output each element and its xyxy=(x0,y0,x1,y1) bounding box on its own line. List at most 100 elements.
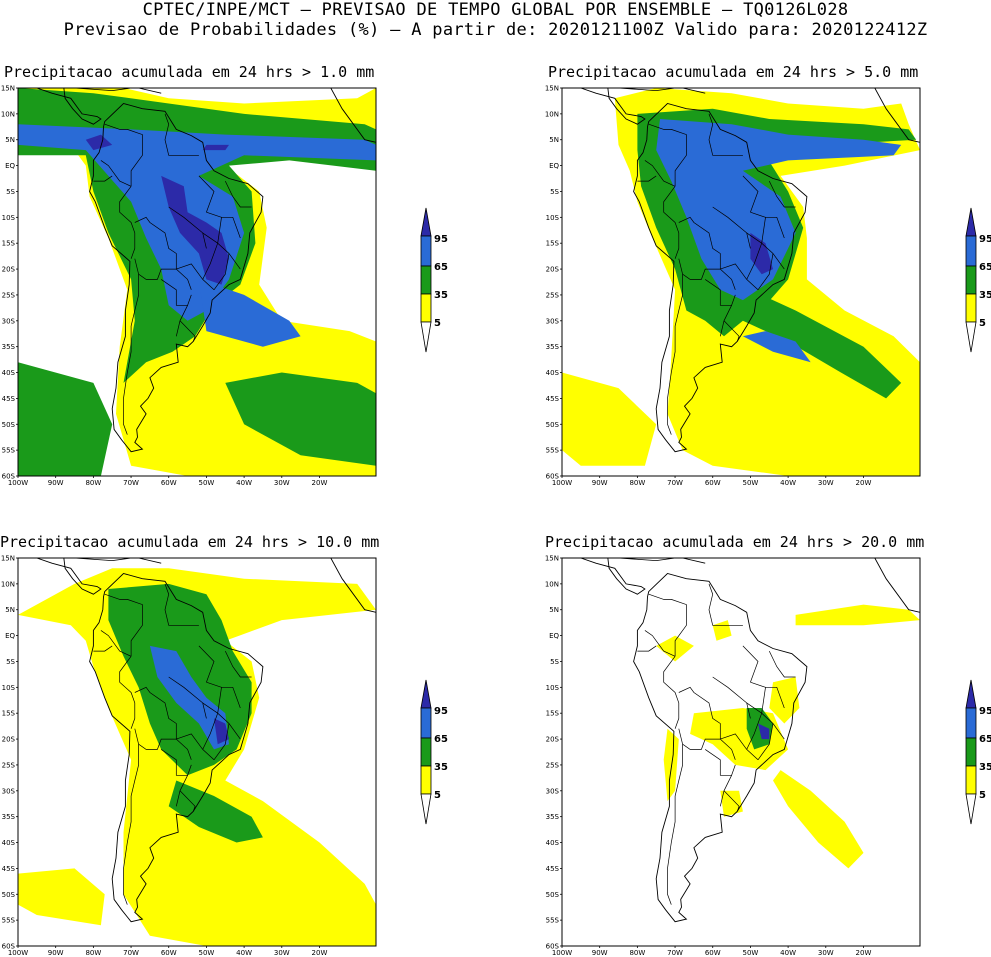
colorbar-label-5: 5 xyxy=(434,790,441,801)
panel-title-1mm: Precipitacao acumulada em 24 hrs > 1.0 m… xyxy=(4,63,375,81)
colorbar-yellow xyxy=(420,765,432,795)
lat-tick-label: 40S xyxy=(546,369,560,377)
colorbar-label-35: 35 xyxy=(434,762,448,773)
colorbar-yellow xyxy=(965,293,977,323)
panel-title-20mm: Precipitacao acumulada em 24 hrs > 20.0 … xyxy=(545,533,925,551)
lat-tick-label: 15S xyxy=(2,710,16,718)
lon-tick-label: 100W xyxy=(552,949,572,957)
lon-tick-label: 80W xyxy=(85,479,101,487)
country-border xyxy=(723,320,740,342)
lat-tick-label: 45S xyxy=(2,395,16,403)
country-border xyxy=(104,123,143,187)
country-border xyxy=(663,186,680,259)
precip-navy-area xyxy=(85,134,113,151)
lat-tick-label: 55S xyxy=(2,917,16,925)
lat-tick-label: 15N xyxy=(545,555,559,563)
country-border xyxy=(663,656,680,729)
country-border xyxy=(719,305,732,337)
lat-tick-label: 5N xyxy=(5,606,15,614)
lat-tick-label: 30S xyxy=(2,317,16,325)
colorbar-top-arrow xyxy=(965,207,977,237)
lon-tick-label: 80W xyxy=(85,949,101,957)
lon-tick-label: 50W xyxy=(742,949,758,957)
lat-tick-label: 55S xyxy=(546,917,560,925)
map-border xyxy=(561,87,921,477)
country-border xyxy=(104,593,143,657)
caribbean-island xyxy=(618,88,676,92)
lat-tick-label: EQ xyxy=(549,162,559,170)
lat-tick-label: 50S xyxy=(546,421,560,429)
country-border xyxy=(678,686,721,740)
lon-tick-label: 40W xyxy=(780,479,796,487)
country-border xyxy=(202,702,241,740)
country-border xyxy=(719,775,732,807)
country-border xyxy=(667,274,683,435)
country-border xyxy=(123,744,139,905)
country-border xyxy=(93,175,113,182)
lat-tick-label: 15N xyxy=(1,85,15,93)
lat-tick-label: 10S xyxy=(2,214,16,222)
precip-yellow-area xyxy=(18,868,105,926)
lat-tick-label: 60S xyxy=(546,473,560,481)
precip-yellow-area xyxy=(773,770,864,869)
lon-tick-label: 20W xyxy=(312,949,328,957)
country-border xyxy=(750,211,785,239)
caribbean-island xyxy=(138,88,162,94)
colorbar-label-95: 95 xyxy=(434,234,448,245)
colorbar-blue xyxy=(420,235,432,267)
country-border xyxy=(746,687,766,750)
lat-tick-label: 5N xyxy=(549,606,559,614)
precip-green-area xyxy=(225,372,376,466)
country-border xyxy=(637,645,657,652)
precip-green-area xyxy=(18,362,113,476)
lat-tick-label: 60S xyxy=(2,473,16,481)
lat-tick-label: 5S xyxy=(6,188,15,196)
precip-yellow-area xyxy=(769,677,800,724)
country-border xyxy=(213,253,230,291)
country-border xyxy=(100,160,132,187)
country-border xyxy=(648,123,687,187)
lat-tick-label: 30S xyxy=(2,787,16,795)
colorbar-blue xyxy=(420,707,432,739)
lon-tick-label: 40W xyxy=(236,949,252,957)
colorbar-label-5: 5 xyxy=(979,318,986,329)
colorbar-label-35: 35 xyxy=(434,290,448,301)
country-border xyxy=(202,687,222,750)
country-border xyxy=(176,733,215,761)
figure-title: CPTEC/INPE/MCT – PREVISAO DE TEMPO GLOBA… xyxy=(142,0,849,20)
map-border xyxy=(17,87,377,477)
lon-tick-label: 20W xyxy=(856,479,872,487)
caribbean-island xyxy=(138,558,162,564)
country-border xyxy=(648,593,687,657)
precip-green-area xyxy=(168,780,263,843)
country-border xyxy=(176,263,215,291)
country-border xyxy=(134,216,177,270)
lat-tick-label: 10S xyxy=(546,684,560,692)
colorbar-top-arrow xyxy=(420,679,432,709)
country-border xyxy=(746,232,785,270)
lat-tick-label: 40S xyxy=(2,839,16,847)
country-border xyxy=(712,206,751,249)
colorbar-10mm: 95 65 35 5 xyxy=(420,679,448,825)
country-border xyxy=(161,279,192,306)
lat-tick-label: EQ xyxy=(549,632,559,640)
colorbar-5mm: 95 65 35 5 xyxy=(965,207,991,353)
precip-navy-area xyxy=(214,718,229,745)
central-america-coastline xyxy=(18,88,102,125)
country-border xyxy=(757,723,774,761)
country-border xyxy=(678,216,721,270)
country-border xyxy=(164,583,199,626)
country-border xyxy=(179,320,196,342)
africa-coastline xyxy=(874,88,920,143)
colorbar-yellow xyxy=(965,765,977,795)
colorbar-label-35: 35 xyxy=(979,290,991,301)
lon-tick-label: 40W xyxy=(780,949,796,957)
colorbar-green xyxy=(965,737,977,767)
lat-tick-label: 5S xyxy=(550,658,559,666)
country-border xyxy=(206,211,241,239)
country-border xyxy=(644,160,676,187)
colorbar-blue xyxy=(965,235,977,267)
lon-tick-label: 100W xyxy=(8,479,28,487)
country-border xyxy=(720,733,759,761)
central-america-coastline xyxy=(562,88,646,125)
